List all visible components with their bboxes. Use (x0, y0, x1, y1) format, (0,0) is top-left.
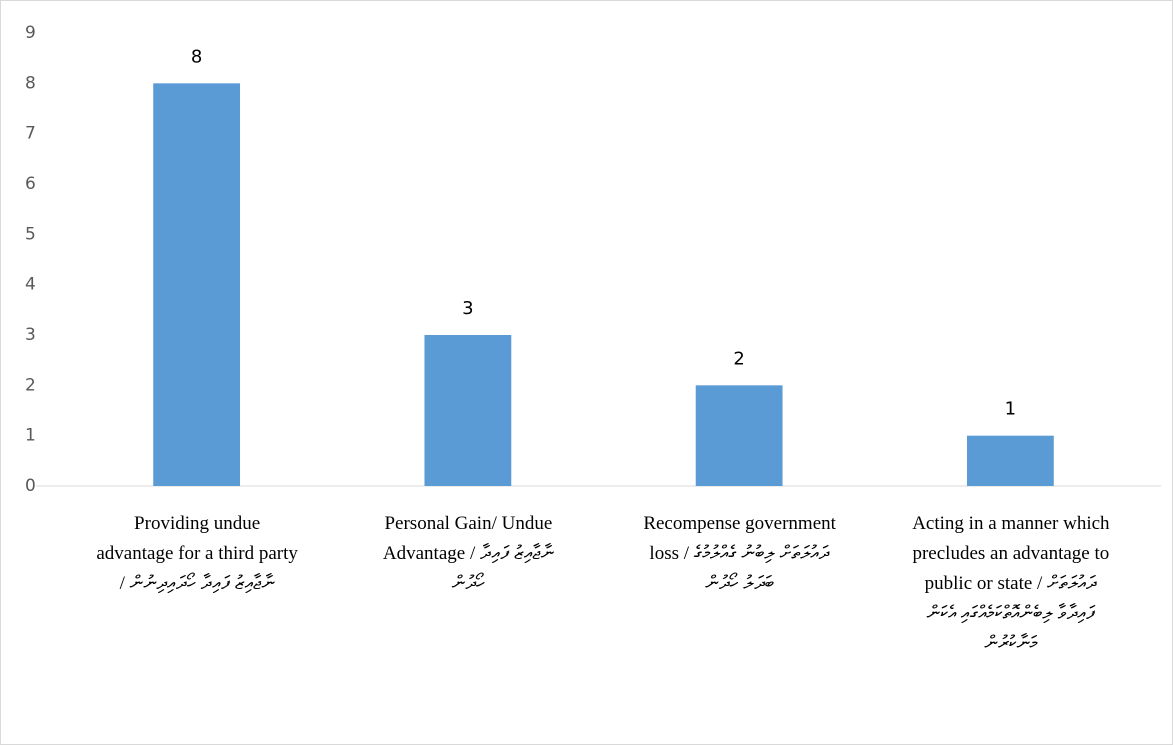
x-tick-label: Recompense government loss / ދައުލަތަށް … (643, 513, 836, 594)
y-tick-label: 9 (25, 23, 36, 43)
data-label: 8 (191, 46, 202, 67)
y-tick-label: 7 (25, 124, 36, 144)
y-tick-label: 5 (25, 224, 36, 244)
y-tick-label: 6 (25, 174, 36, 194)
y-tick-label: 2 (25, 375, 36, 395)
bar (695, 385, 783, 486)
data-label: 3 (462, 298, 473, 319)
y-tick-label: 3 (25, 325, 36, 345)
y-tick-label: 8 (25, 73, 36, 93)
y-tick-label: 1 (25, 426, 36, 446)
x-tick-label: Personal Gain/ Undue Advantage / ނާޖާއިޒ… (382, 513, 554, 594)
x-tick-label: Providing undue advantage for a third pa… (96, 513, 298, 594)
bar (424, 335, 512, 486)
data-label: 2 (733, 348, 744, 369)
y-tick-label: 4 (25, 275, 36, 295)
x-tick-label: Acting in a manner which precludes an ad… (912, 513, 1110, 654)
bar (153, 83, 241, 486)
data-label: 1 (1005, 399, 1016, 420)
bar (966, 435, 1054, 486)
y-tick-label: 0 (25, 476, 36, 496)
